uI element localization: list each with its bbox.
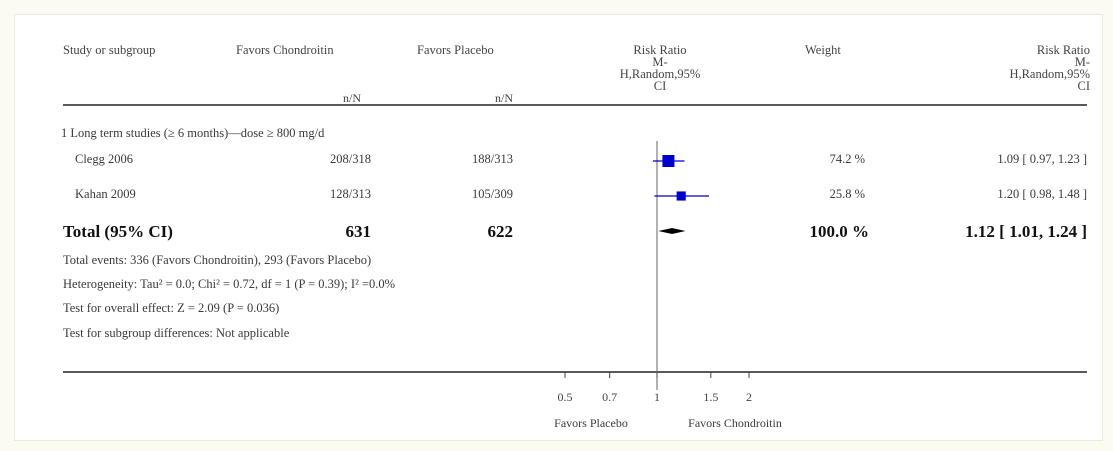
- forest-plot: 0.5 0.7 1 1.5 2: [15, 15, 1104, 442]
- tick-label: 1: [654, 390, 660, 404]
- pooled-diamond: [658, 228, 685, 234]
- forest-plot-panel: Study or subgroup Favors Chondroitin Fav…: [14, 14, 1103, 441]
- tick-label: 2: [746, 390, 752, 404]
- study-marker: [662, 155, 674, 167]
- tick-label: 0.7: [602, 390, 617, 404]
- study-marker: [677, 191, 686, 200]
- tick-label: 0.5: [558, 390, 573, 404]
- tick-label: 1.5: [703, 390, 718, 404]
